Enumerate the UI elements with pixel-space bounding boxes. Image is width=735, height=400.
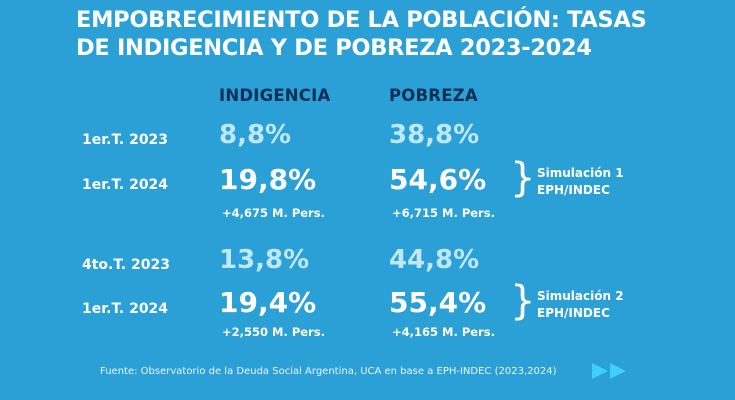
indigencia-note: +2,550 M. Pers. — [222, 325, 325, 339]
pobreza-note: +6,715 M. Pers. — [392, 206, 495, 220]
title-line-2: DE INDIGENCIA Y DE POBREZA 2023-2024 — [76, 35, 592, 61]
curly-brace-icon: } — [510, 278, 536, 324]
column-header-indigencia: INDIGENCIA — [219, 86, 331, 105]
double-chevron-right-icon[interactable] — [590, 361, 634, 381]
source-footnote: Fuente: Observatorio de la Deuda Social … — [100, 366, 557, 377]
pobreza-note: +4,165 M. Pers. — [392, 325, 495, 339]
simulation-label-line-2: EPH/INDEC — [537, 306, 610, 320]
column-header-pobreza: POBREZA — [389, 86, 478, 105]
period-label: 4to.T. 2023 — [82, 257, 170, 273]
period-label: 1er.T. 2024 — [82, 177, 169, 193]
period-label: 1er.T. 2024 — [82, 301, 169, 317]
simulation-label-line-1: Simulación 1 — [537, 166, 624, 180]
indigencia-value: 19,4% — [219, 286, 317, 319]
title-line-1: EMPOBRECIMIENTO DE LA POBLACIÓN: TASAS — [76, 7, 647, 33]
indigencia-value: 8,8% — [219, 120, 292, 150]
indigencia-value: 13,8% — [219, 245, 310, 275]
simulation-label-line-2: EPH/INDEC — [537, 183, 610, 197]
curly-brace-icon: } — [510, 155, 536, 201]
pobreza-value: 55,4% — [389, 286, 487, 319]
indigencia-note: +4,675 M. Pers. — [222, 206, 325, 220]
pobreza-value: 54,6% — [389, 163, 487, 196]
simulation-label-line-1: Simulación 2 — [537, 289, 624, 303]
pobreza-value: 44,8% — [389, 245, 480, 275]
pobreza-value: 38,8% — [389, 120, 480, 150]
period-label: 1er.T. 2023 — [82, 132, 169, 148]
indigencia-value: 19,8% — [219, 163, 317, 196]
